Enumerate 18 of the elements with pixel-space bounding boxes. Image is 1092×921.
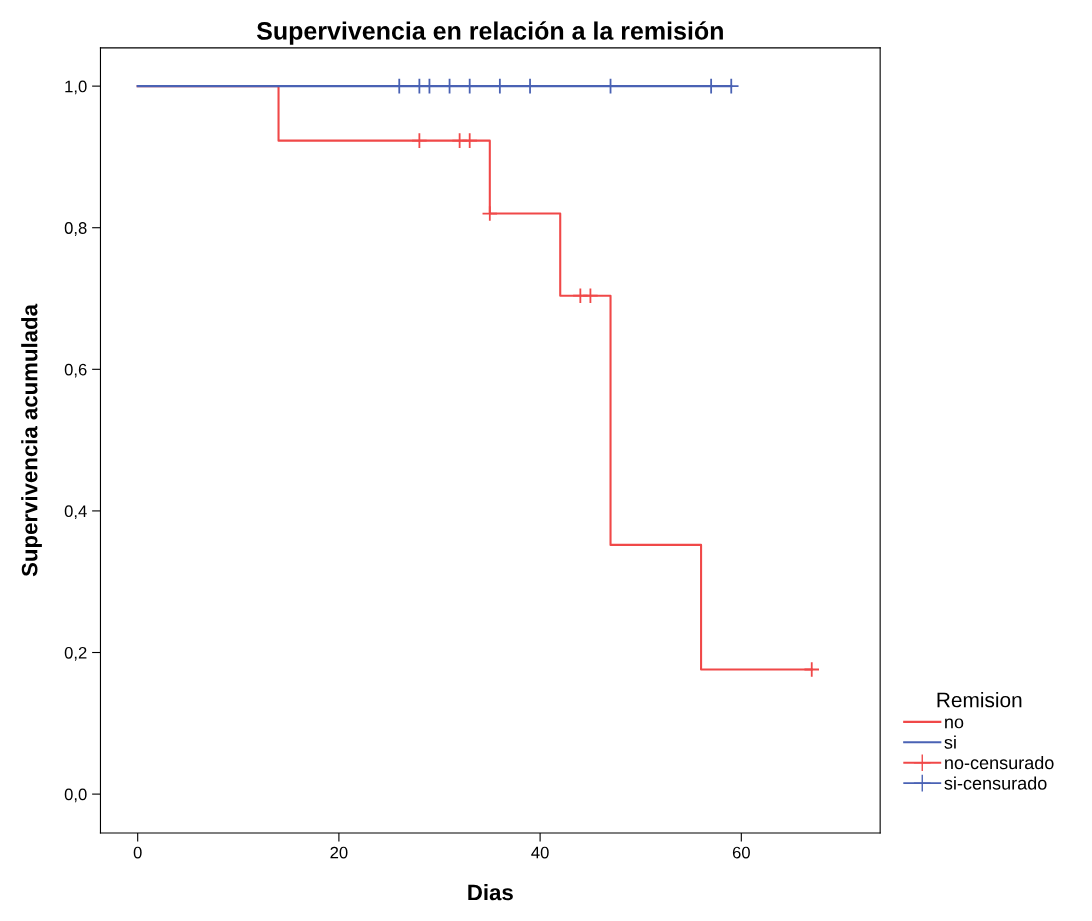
legend-label: si-censurado [944, 776, 1047, 790]
y-tick-label: 0,0 [64, 788, 87, 803]
x-tick-label: 40 [531, 846, 549, 859]
x-tick-label: 0 [133, 846, 142, 859]
legend-title: Remision [937, 692, 1022, 708]
y-axis-title: Supervivencia acumulada [21, 303, 42, 577]
y-tick-label: 0,4 [64, 505, 87, 520]
chart-title: Supervivencia en relación a la remisión [256, 21, 723, 45]
y-tick-label: 0,2 [64, 646, 87, 661]
legend-label: no-censurado [945, 755, 1054, 770]
x-tick-label: 20 [330, 846, 348, 859]
y-tick-label: 1,0 [65, 80, 87, 95]
y-tick-label: 0,6 [64, 363, 87, 378]
legend-label: no [945, 718, 964, 729]
legend-label: si [944, 735, 956, 749]
x-tick-label: 60 [732, 846, 750, 859]
y-tick-label: 0,8 [64, 222, 87, 236]
x-axis-title: Dias [468, 884, 513, 901]
